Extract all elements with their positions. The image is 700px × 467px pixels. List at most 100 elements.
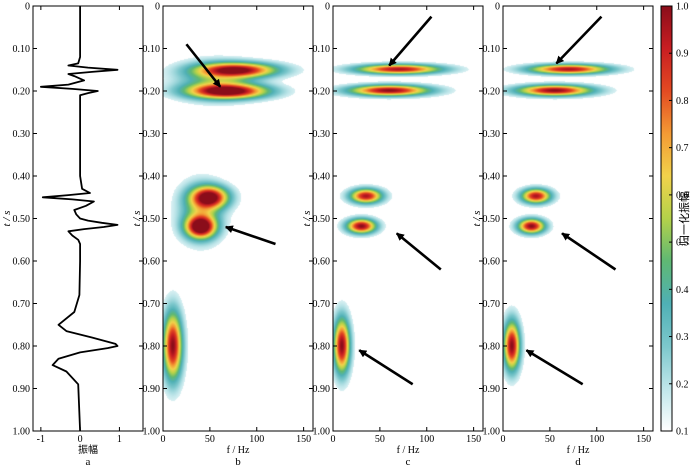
xtick-label-d: 100 [589, 434, 604, 445]
ytick-label-d: 0.90 [483, 384, 501, 395]
heatmap-c [333, 6, 483, 431]
ytick-label-d: 1.00 [483, 427, 501, 438]
ytick-label-b: 0 [155, 2, 160, 13]
axes-frame-a [32, 5, 144, 432]
panel-d: 0 0.10 0.20 0.30 0.40 0.50 0.60 0.70 0.80 0.90 1.0… [471, 2, 654, 467]
xtick-label-d: 150 [636, 434, 651, 445]
ytick-label-c: 0.90 [313, 384, 331, 395]
ytick-label-b: 0.60 [143, 257, 161, 268]
ytick-label-c: 0 [325, 2, 330, 13]
colorbar-tick-label: 0.6 [676, 190, 689, 201]
ytick-label-b: 0.50 [143, 214, 161, 225]
colorbar-tick-label: 0.3 [676, 332, 689, 343]
ytick-label-d: 0.60 [483, 257, 501, 268]
colorbar-tick-label: 0.5 [676, 238, 689, 249]
ytick-label-a: 0.80 [13, 342, 31, 353]
xtick-label-c: 100 [419, 434, 434, 445]
ytick-label-c: 0.60 [313, 257, 331, 268]
xtick-label-b: 100 [249, 434, 264, 445]
colorbar-tick-label: 0.8 [676, 96, 689, 107]
colorbar-tick-label: 1.0 [676, 2, 689, 13]
y-axis-label-c: t / s [301, 211, 313, 227]
x-axis-label-a: 振幅 [78, 443, 98, 456]
heatmap-b [163, 6, 313, 431]
ytick-label-c: 0.20 [313, 87, 331, 98]
panel-c: 0 0.10 0.20 0.30 0.40 0.50 0.60 0.70 0.80 0.90 1.0… [301, 2, 484, 467]
ytick-label-d: 0.70 [483, 299, 501, 310]
ytick-label-d: 0.30 [483, 129, 501, 140]
arrow-d-2 [561, 232, 617, 271]
ytick-label-c: 0.70 [313, 299, 331, 310]
ytick-label-a: 0.50 [13, 214, 31, 225]
ytick-label-a: 0.40 [13, 172, 31, 183]
ytick-label-c: 0.10 [313, 44, 331, 55]
ytick-label-b: 0.90 [143, 384, 161, 395]
colorbar-label: 归一化振幅 [677, 191, 691, 246]
colorbar-tick-label: 0.1 [676, 427, 689, 438]
x-axis-label-c: f / Hz [397, 445, 420, 456]
ytick-label-a: 0.20 [13, 87, 31, 98]
arrow-c-1 [388, 15, 433, 67]
y-axis-label-a: t / s [1, 211, 13, 227]
xtick-label-c: 50 [375, 434, 385, 445]
colorbar-tick-label: 0.2 [676, 379, 689, 390]
panel-label-a: a [86, 456, 91, 467]
colorbar-gradient [660, 5, 673, 432]
xtick-label-c: 0 [331, 434, 336, 445]
ytick-label-b: 0.30 [143, 129, 161, 140]
ytick-label-d: 0.20 [483, 87, 501, 98]
colorbar-tick-label: 0.9 [676, 49, 689, 60]
arrow-d-3 [525, 349, 584, 386]
ytick-label-d: 0.50 [483, 214, 501, 225]
ytick-label-c: 0.40 [313, 172, 331, 183]
colorbar-tick-label: 0.4 [676, 285, 689, 296]
colorbar-tick-label: 0.7 [676, 143, 689, 154]
ytick-label-c: 0.80 [313, 342, 331, 353]
ytick-label-d: 0.80 [483, 342, 501, 353]
arrow-b-1 [185, 43, 222, 88]
ytick-label-a: 0.10 [13, 44, 31, 55]
ytick-label-b: 0.10 [143, 44, 161, 55]
xtick-label-a: 1 [117, 434, 122, 445]
ytick-label-b: 0.70 [143, 299, 161, 310]
xtick-label-d: 50 [545, 434, 555, 445]
colorbar: 0.1 0.2 0.3 0.4 0.5 0.6 0.7 0.8 0.9 1.0 归一化振幅 [660, 2, 691, 438]
arrow-b-2 [224, 225, 276, 246]
ytick-label-c: 0.30 [313, 129, 331, 140]
ytick-label-b: 0.80 [143, 342, 161, 353]
ytick-label-c: 1.00 [313, 427, 331, 438]
panel-b: 0 0.10 0.20 0.30 0.40 0.50 0.60 0.70 0.80 0.90 1.0… [131, 2, 314, 467]
y-axis-label-d: t / s [471, 211, 483, 227]
ytick-label-a: 1.00 [13, 427, 31, 438]
x-axis-label-b: f / Hz [227, 445, 250, 456]
x-axis-label-d: f / Hz [567, 445, 590, 456]
ytick-label-a: 0.30 [13, 129, 31, 140]
ytick-label-a: 0 [25, 2, 30, 13]
arrow-c-3 [358, 349, 414, 386]
trace-line [40, 6, 119, 432]
arrow-d-1 [555, 15, 603, 65]
ytick-label-d: 0.40 [483, 172, 501, 183]
xtick-label-d: 0 [501, 434, 506, 445]
panel-label-d: d [575, 456, 581, 467]
xtick-label-a: 0 [78, 434, 83, 445]
xtick-label-b: 50 [205, 434, 215, 445]
ytick-label-b: 0.20 [143, 87, 161, 98]
heatmap-d [503, 6, 653, 431]
panel-a: 0 0.10 0.20 0.30 0.40 0.50 0.60 0.70 0.80 0.90 1.0… [1, 2, 144, 467]
ytick-label-a: 0.90 [13, 384, 31, 395]
ytick-label-a: 0.60 [13, 257, 31, 268]
xtick-label-b: 150 [296, 434, 311, 445]
y-axis-label-b: t / s [131, 211, 143, 227]
ytick-label-d: 0.10 [483, 44, 501, 55]
arrow-c-2 [395, 232, 442, 271]
ytick-label-a: 0.70 [13, 299, 31, 310]
panel-label-b: b [235, 456, 241, 467]
ytick-label-b: 0.40 [143, 172, 161, 183]
ytick-label-c: 0.50 [313, 214, 331, 225]
xtick-label-b: 0 [161, 434, 166, 445]
ytick-label-b: 1.00 [143, 427, 161, 438]
xtick-label-c: 150 [466, 434, 481, 445]
